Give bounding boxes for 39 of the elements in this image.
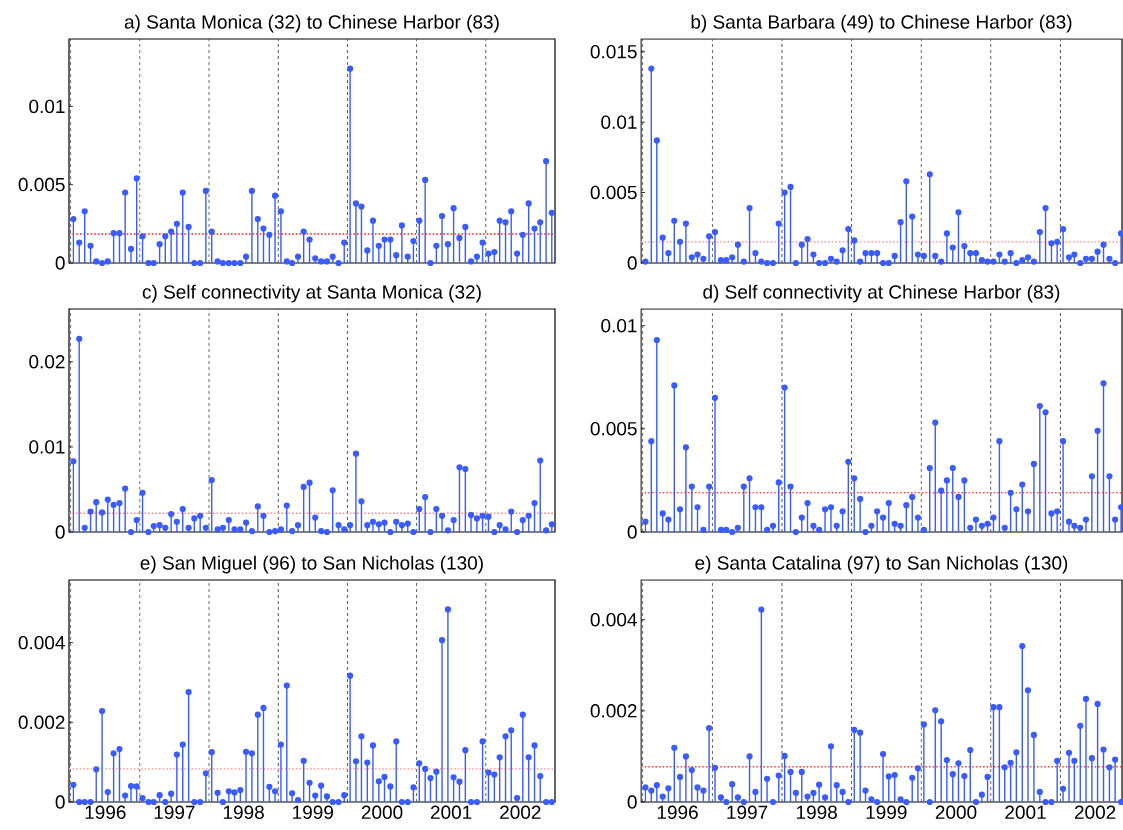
x-tick-label: 2000 xyxy=(935,805,977,819)
y-tick-label: 0 xyxy=(627,256,637,270)
chart-title: b) Santa Barbara (49) to Chinese Harbor (83) xyxy=(691,14,1072,33)
y-tick-label: 0.004 xyxy=(590,612,637,627)
y-tick-label: 0.005 xyxy=(18,177,65,192)
y-tick-label: 0 xyxy=(627,525,637,539)
y-tick-label: 0.002 xyxy=(590,704,637,718)
x-tick-label: 2000 xyxy=(361,805,403,819)
chart-title: e) Santa Catalina (97) to San Nicholas (130) xyxy=(695,555,1068,574)
x-tick-label: 1997 xyxy=(727,805,768,819)
y-tick-label: 0.01 xyxy=(29,99,65,114)
y-tick-label: 0.005 xyxy=(590,421,637,436)
x-tick-label: 2001 xyxy=(1005,805,1046,819)
y-tick-label: 0.002 xyxy=(18,715,65,730)
y-tick-label: 0.01 xyxy=(29,440,65,454)
chart-title: a) Santa Monica (32) to Chinese Harbor (83) xyxy=(124,14,499,33)
y-tick-label: 0.01 xyxy=(601,115,637,129)
y-tick-label: 0.004 xyxy=(18,635,65,650)
x-tick-label: 2002 xyxy=(500,805,541,819)
x-tick-label: 2002 xyxy=(1074,805,1116,819)
y-tick-label: 0 xyxy=(55,256,65,270)
y-tick-label: 0.02 xyxy=(29,355,65,369)
chart-title: e) San Miguel (96) to San Nicholas (130) xyxy=(140,555,483,574)
x-tick-label: 1999 xyxy=(293,805,333,819)
y-tick-label: 0.015 xyxy=(590,44,637,59)
x-tick-label: 1999 xyxy=(866,805,907,819)
x-tick-label: 1997 xyxy=(154,805,195,819)
y-tick-label: 0 xyxy=(55,525,65,539)
y-tick-label: 0 xyxy=(55,795,65,809)
x-tick-label: 1996 xyxy=(657,805,698,819)
x-tick-label: 1998 xyxy=(796,805,837,819)
x-tick-label: 2001 xyxy=(430,805,472,819)
y-tick-label: 0.01 xyxy=(601,318,637,333)
y-tick-label: 0.005 xyxy=(590,185,637,200)
x-tick-label: 1996 xyxy=(85,805,126,819)
chart-title: d) Self connectivity at Chinese Harbor (83) xyxy=(703,284,1060,303)
y-tick-label: 0 xyxy=(627,795,637,809)
x-tick-label: 1998 xyxy=(223,805,264,819)
chart-title: c) Self connectivity at Santa Monica (32) xyxy=(142,284,481,303)
